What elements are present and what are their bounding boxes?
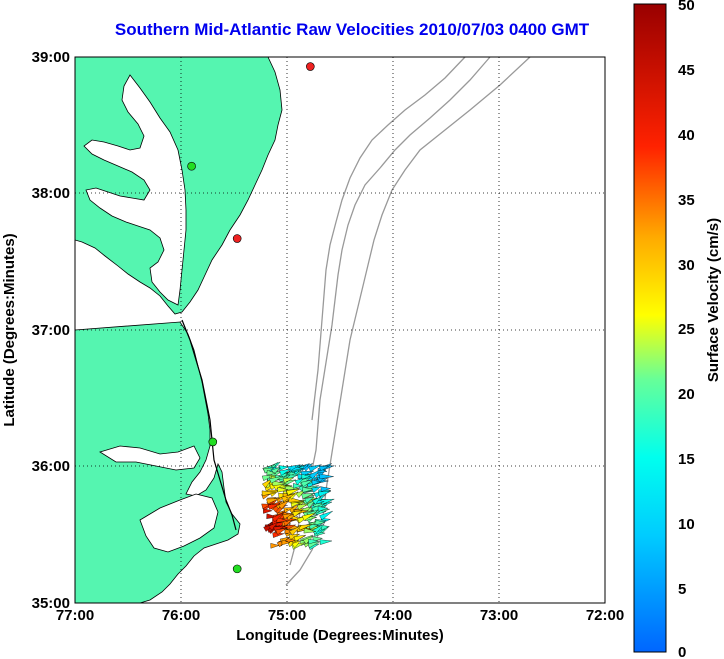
- x-tick-labels: 77:00 76:00 75:00 74:00 73:00 72:00: [56, 607, 624, 624]
- x-tick-label: 74:00: [374, 607, 412, 624]
- velocity-arrow: [277, 486, 289, 493]
- map-frame: [74, 56, 606, 604]
- velocity-arrow: [301, 512, 316, 521]
- colorbar-label: Surface Velocity (cm/s): [705, 218, 722, 382]
- y-tick-labels: 39:00 38:00 37:00 36:00 35:00: [32, 49, 70, 612]
- velocity-arrow: [319, 473, 334, 480]
- velocity-arrow: [281, 493, 296, 503]
- velocity-arrow: [283, 519, 293, 527]
- velocity-arrow: [312, 496, 322, 505]
- velocity-arrow: [287, 464, 301, 472]
- velocity-arrow: [261, 490, 277, 496]
- colorbar: [633, 3, 667, 653]
- velocity-arrow: [319, 539, 332, 545]
- velocity-arrow: [318, 491, 331, 498]
- radar-station-marker: [232, 234, 242, 243]
- pamlico-sound: [139, 493, 219, 553]
- y-tick-label: 38:00: [32, 185, 70, 202]
- velocity-vectors: [261, 461, 335, 550]
- colorbar-tick: 15: [678, 451, 695, 468]
- velocity-arrow: [263, 467, 275, 474]
- velocity-arrow: [291, 540, 302, 549]
- colorbar-tick: 0: [678, 644, 686, 659]
- velocity-arrow: [294, 477, 305, 486]
- colorbar-tick: 35: [678, 192, 695, 209]
- velocity-arrow: [302, 487, 315, 493]
- velocity-arrow: [308, 538, 319, 545]
- velocity-arrow: [309, 469, 321, 480]
- velocity-arrow: [309, 524, 319, 530]
- radar-stations: [187, 62, 315, 574]
- albemarle-sound: [99, 445, 201, 471]
- radar-station-marker: [208, 437, 218, 447]
- y-tick-label: 37:00: [32, 322, 70, 339]
- velocity-arrow: [270, 543, 280, 549]
- velocity-arrow: [267, 503, 281, 510]
- velocity-arrow: [301, 493, 315, 500]
- outer-banks: [181, 319, 237, 531]
- y-tick-label: 39:00: [32, 49, 70, 66]
- velocity-arrow: [306, 500, 316, 509]
- velocity-arrow: [283, 507, 294, 513]
- radar-station-marker: [187, 161, 196, 171]
- velocity-arrow: [281, 539, 291, 546]
- radar-station-marker: [232, 564, 242, 574]
- x-tick-label: 77:00: [56, 607, 94, 624]
- colorbar-tick: 45: [678, 62, 695, 79]
- velocity-arrow: [285, 485, 300, 491]
- velocity-arrow: [282, 477, 294, 484]
- y-tick-label: 36:00: [32, 458, 70, 475]
- velocity-arrow: [317, 506, 328, 512]
- velocity-arrow: [268, 521, 279, 531]
- velocity-arrow: [300, 479, 314, 488]
- colorbar-tick: 30: [678, 257, 695, 274]
- grid-lines: [75, 57, 605, 603]
- velocity-arrow: [266, 498, 280, 505]
- velocity-arrow: [269, 476, 284, 484]
- velocity-arrow: [320, 486, 332, 492]
- colorbar-tick: 10: [678, 516, 695, 533]
- velocity-arrow: [319, 510, 333, 521]
- velocity-arrow: [271, 512, 284, 523]
- colorbar-tick: 20: [678, 386, 695, 403]
- velocity-arrow: [278, 499, 290, 510]
- velocity-arrow: [293, 534, 307, 542]
- velocity-arrow: [311, 486, 322, 493]
- chesapeake-bay: [83, 74, 187, 306]
- velocity-arrow: [304, 496, 315, 504]
- y-axis-label: Latitude (Degrees:Minutes): [1, 233, 18, 426]
- velocity-arrow: [319, 465, 330, 472]
- colorbar-tick: 50: [678, 0, 695, 14]
- x-tick-label: 73:00: [480, 607, 518, 624]
- velocity-arrow: [311, 479, 322, 486]
- velocity-arrow: [320, 525, 330, 531]
- velocity-arrow: [286, 488, 300, 496]
- radar-station-marker: [306, 62, 315, 71]
- velocity-arrow: [266, 469, 277, 476]
- colorbar-tick-labels: 50 45 40 35 30 25 20 15 10 5 0: [678, 0, 695, 659]
- velocity-arrow: [303, 527, 316, 534]
- colorbar-tick: 40: [678, 127, 695, 144]
- velocity-arrow: [279, 468, 291, 476]
- y-tick-label: 35:00: [32, 595, 70, 612]
- velocity-arrow: [272, 480, 287, 486]
- map-title: Southern Mid-Atlantic Raw Velocities 201…: [114, 20, 590, 39]
- velocity-arrow: [301, 473, 311, 480]
- velocity-arrow: [282, 513, 293, 520]
- x-tick-label: 72:00: [586, 607, 624, 624]
- x-tick-label: 76:00: [162, 607, 200, 624]
- x-axis-label: Longitude (Degrees:Minutes): [236, 627, 444, 644]
- velocity-arrow: [292, 510, 303, 517]
- velocity-arrow: [289, 525, 302, 536]
- x-tick-label: 75:00: [268, 607, 306, 624]
- velocity-arrow: [296, 503, 309, 511]
- colorbar-tick: 25: [678, 321, 695, 338]
- colorbar-tick: 5: [678, 581, 686, 598]
- velocity-arrow: [275, 527, 287, 535]
